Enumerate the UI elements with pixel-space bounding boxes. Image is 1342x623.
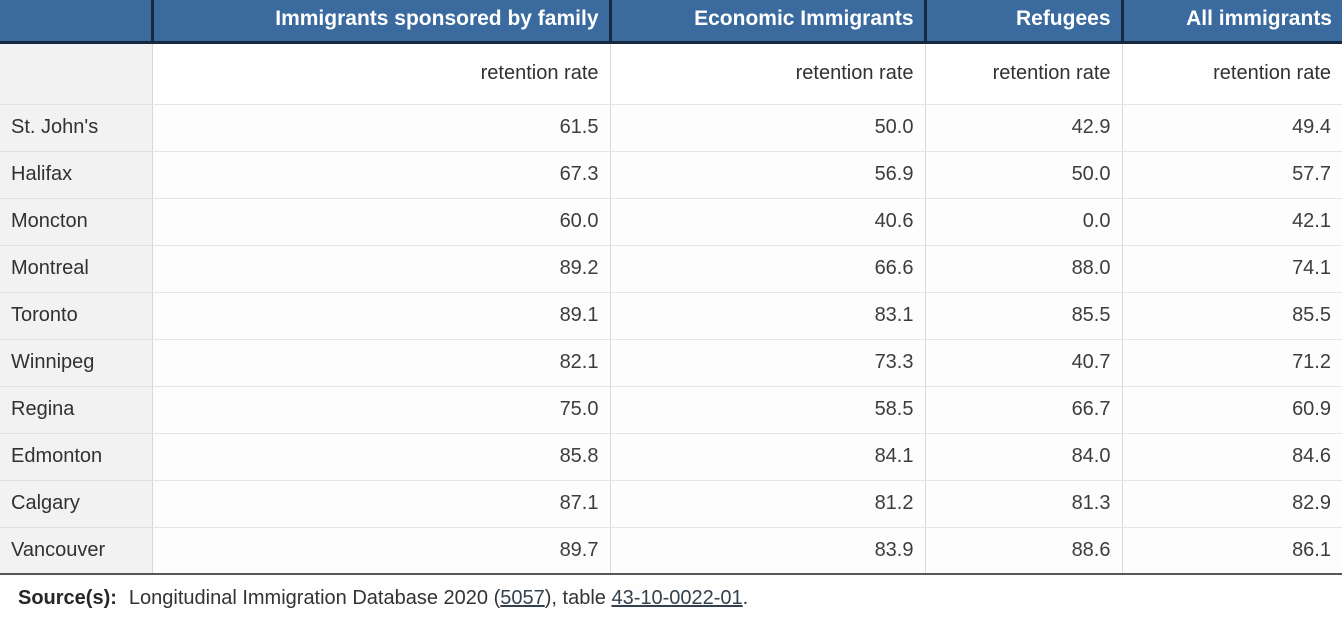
cell-value: 61.5 [151, 104, 610, 152]
row-label: Vancouver [0, 527, 152, 574]
row-label: Toronto [0, 292, 152, 340]
table-row-vancouver: Vancouver 89.7 83.9 88.6 86.1 [0, 527, 1342, 574]
cell-value: 49.4 [1121, 104, 1342, 152]
cell-value: 85.5 [924, 292, 1122, 340]
row-label: Edmonton [0, 433, 152, 481]
cell-value: 84.1 [609, 433, 925, 481]
table-row-toronto: Toronto 89.1 83.1 85.5 85.5 [0, 292, 1342, 340]
table-row-moncton: Moncton 60.0 40.6 0.0 42.1 [0, 198, 1342, 246]
cell-value: 56.9 [609, 151, 925, 199]
cell-value: 66.6 [609, 245, 925, 293]
cell-value: 67.3 [151, 151, 610, 199]
cell-value: 86.1 [1121, 527, 1342, 574]
cell-value: 58.5 [609, 386, 925, 434]
source-note: Source(s): Longitudinal Immigration Datab… [0, 575, 1342, 621]
table-row-halifax: Halifax 67.3 56.9 50.0 57.7 [0, 151, 1342, 199]
cell-value: 84.6 [1121, 433, 1342, 481]
cell-value: 81.3 [924, 480, 1122, 528]
subheader-retention-rate: retention rate [609, 42, 925, 105]
cell-value: 89.2 [151, 245, 610, 293]
cell-value: 50.0 [924, 151, 1122, 199]
cell-value: 83.1 [609, 292, 925, 340]
source-text-middle: ), table [544, 586, 612, 609]
source-label: Source(s): [18, 586, 117, 609]
row-label: St. John's [0, 104, 152, 152]
source-text-after: . [742, 586, 749, 609]
cell-value: 57.7 [1121, 151, 1342, 199]
cell-value: 81.2 [609, 480, 925, 528]
source-table-link[interactable]: 43-10-0022-01 [611, 586, 743, 609]
cell-value: 50.0 [609, 104, 925, 152]
cell-value: 42.1 [1121, 198, 1342, 246]
cell-value: 73.3 [609, 339, 925, 387]
subheader-retention-rate: retention rate [924, 42, 1122, 105]
table-row-edmonton: Edmonton 85.8 84.1 84.0 84.6 [0, 433, 1342, 481]
subheader-stub-cell [0, 42, 152, 105]
cell-value: 82.9 [1121, 480, 1342, 528]
cell-value: 89.1 [151, 292, 610, 340]
cell-value: 71.2 [1121, 339, 1342, 387]
table-row-calgary: Calgary 87.1 81.2 81.3 82.9 [0, 480, 1342, 528]
table-subheader-row: retention rate retention rate retention … [0, 42, 1342, 105]
row-label: Regina [0, 386, 152, 434]
cell-value: 40.6 [609, 198, 925, 246]
row-label: Calgary [0, 480, 152, 528]
cell-value: 82.1 [151, 339, 610, 387]
table-row-st-johns: St. John's 61.5 50.0 42.9 49.4 [0, 104, 1342, 152]
row-label: Montreal [0, 245, 152, 293]
header-economic-immigrants: Economic Immigrants [608, 0, 925, 44]
cell-value: 42.9 [924, 104, 1122, 152]
subheader-retention-rate: retention rate [151, 42, 610, 105]
cell-value: 83.9 [609, 527, 925, 574]
row-label: Halifax [0, 151, 152, 199]
cell-value: 0.0 [924, 198, 1122, 246]
source-text-before: Longitudinal Immigration Database 2020 ( [128, 586, 501, 609]
cell-value: 84.0 [924, 433, 1122, 481]
cell-value: 66.7 [924, 386, 1122, 434]
source-survey-link[interactable]: 5057 [500, 586, 545, 609]
header-refugees: Refugees [923, 0, 1122, 44]
cell-value: 40.7 [924, 339, 1122, 387]
table-row-winnipeg: Winnipeg 82.1 73.3 40.7 71.2 [0, 339, 1342, 387]
table-row-regina: Regina 75.0 58.5 66.7 60.9 [0, 386, 1342, 434]
cell-value: 60.9 [1121, 386, 1342, 434]
cell-value: 88.0 [924, 245, 1122, 293]
cell-value: 75.0 [151, 386, 610, 434]
cell-value: 87.1 [151, 480, 610, 528]
table-header-row: Immigrants sponsored by family Economic … [0, 0, 1342, 44]
cell-value: 85.5 [1121, 292, 1342, 340]
cell-value: 89.7 [151, 527, 610, 574]
header-family-sponsored: Immigrants sponsored by family [150, 0, 610, 44]
cell-value: 60.0 [151, 198, 610, 246]
retention-rate-table: Immigrants sponsored by family Economic … [0, 0, 1342, 575]
cell-value: 85.8 [151, 433, 610, 481]
row-label: Winnipeg [0, 339, 152, 387]
subheader-retention-rate: retention rate [1121, 42, 1342, 105]
cell-value: 74.1 [1121, 245, 1342, 293]
cell-value: 88.6 [924, 527, 1122, 574]
row-label: Moncton [0, 198, 152, 246]
table-row-montreal: Montreal 89.2 66.6 88.0 74.1 [0, 245, 1342, 293]
header-corner-cell [0, 0, 152, 44]
header-all-immigrants: All immigrants [1120, 0, 1342, 44]
